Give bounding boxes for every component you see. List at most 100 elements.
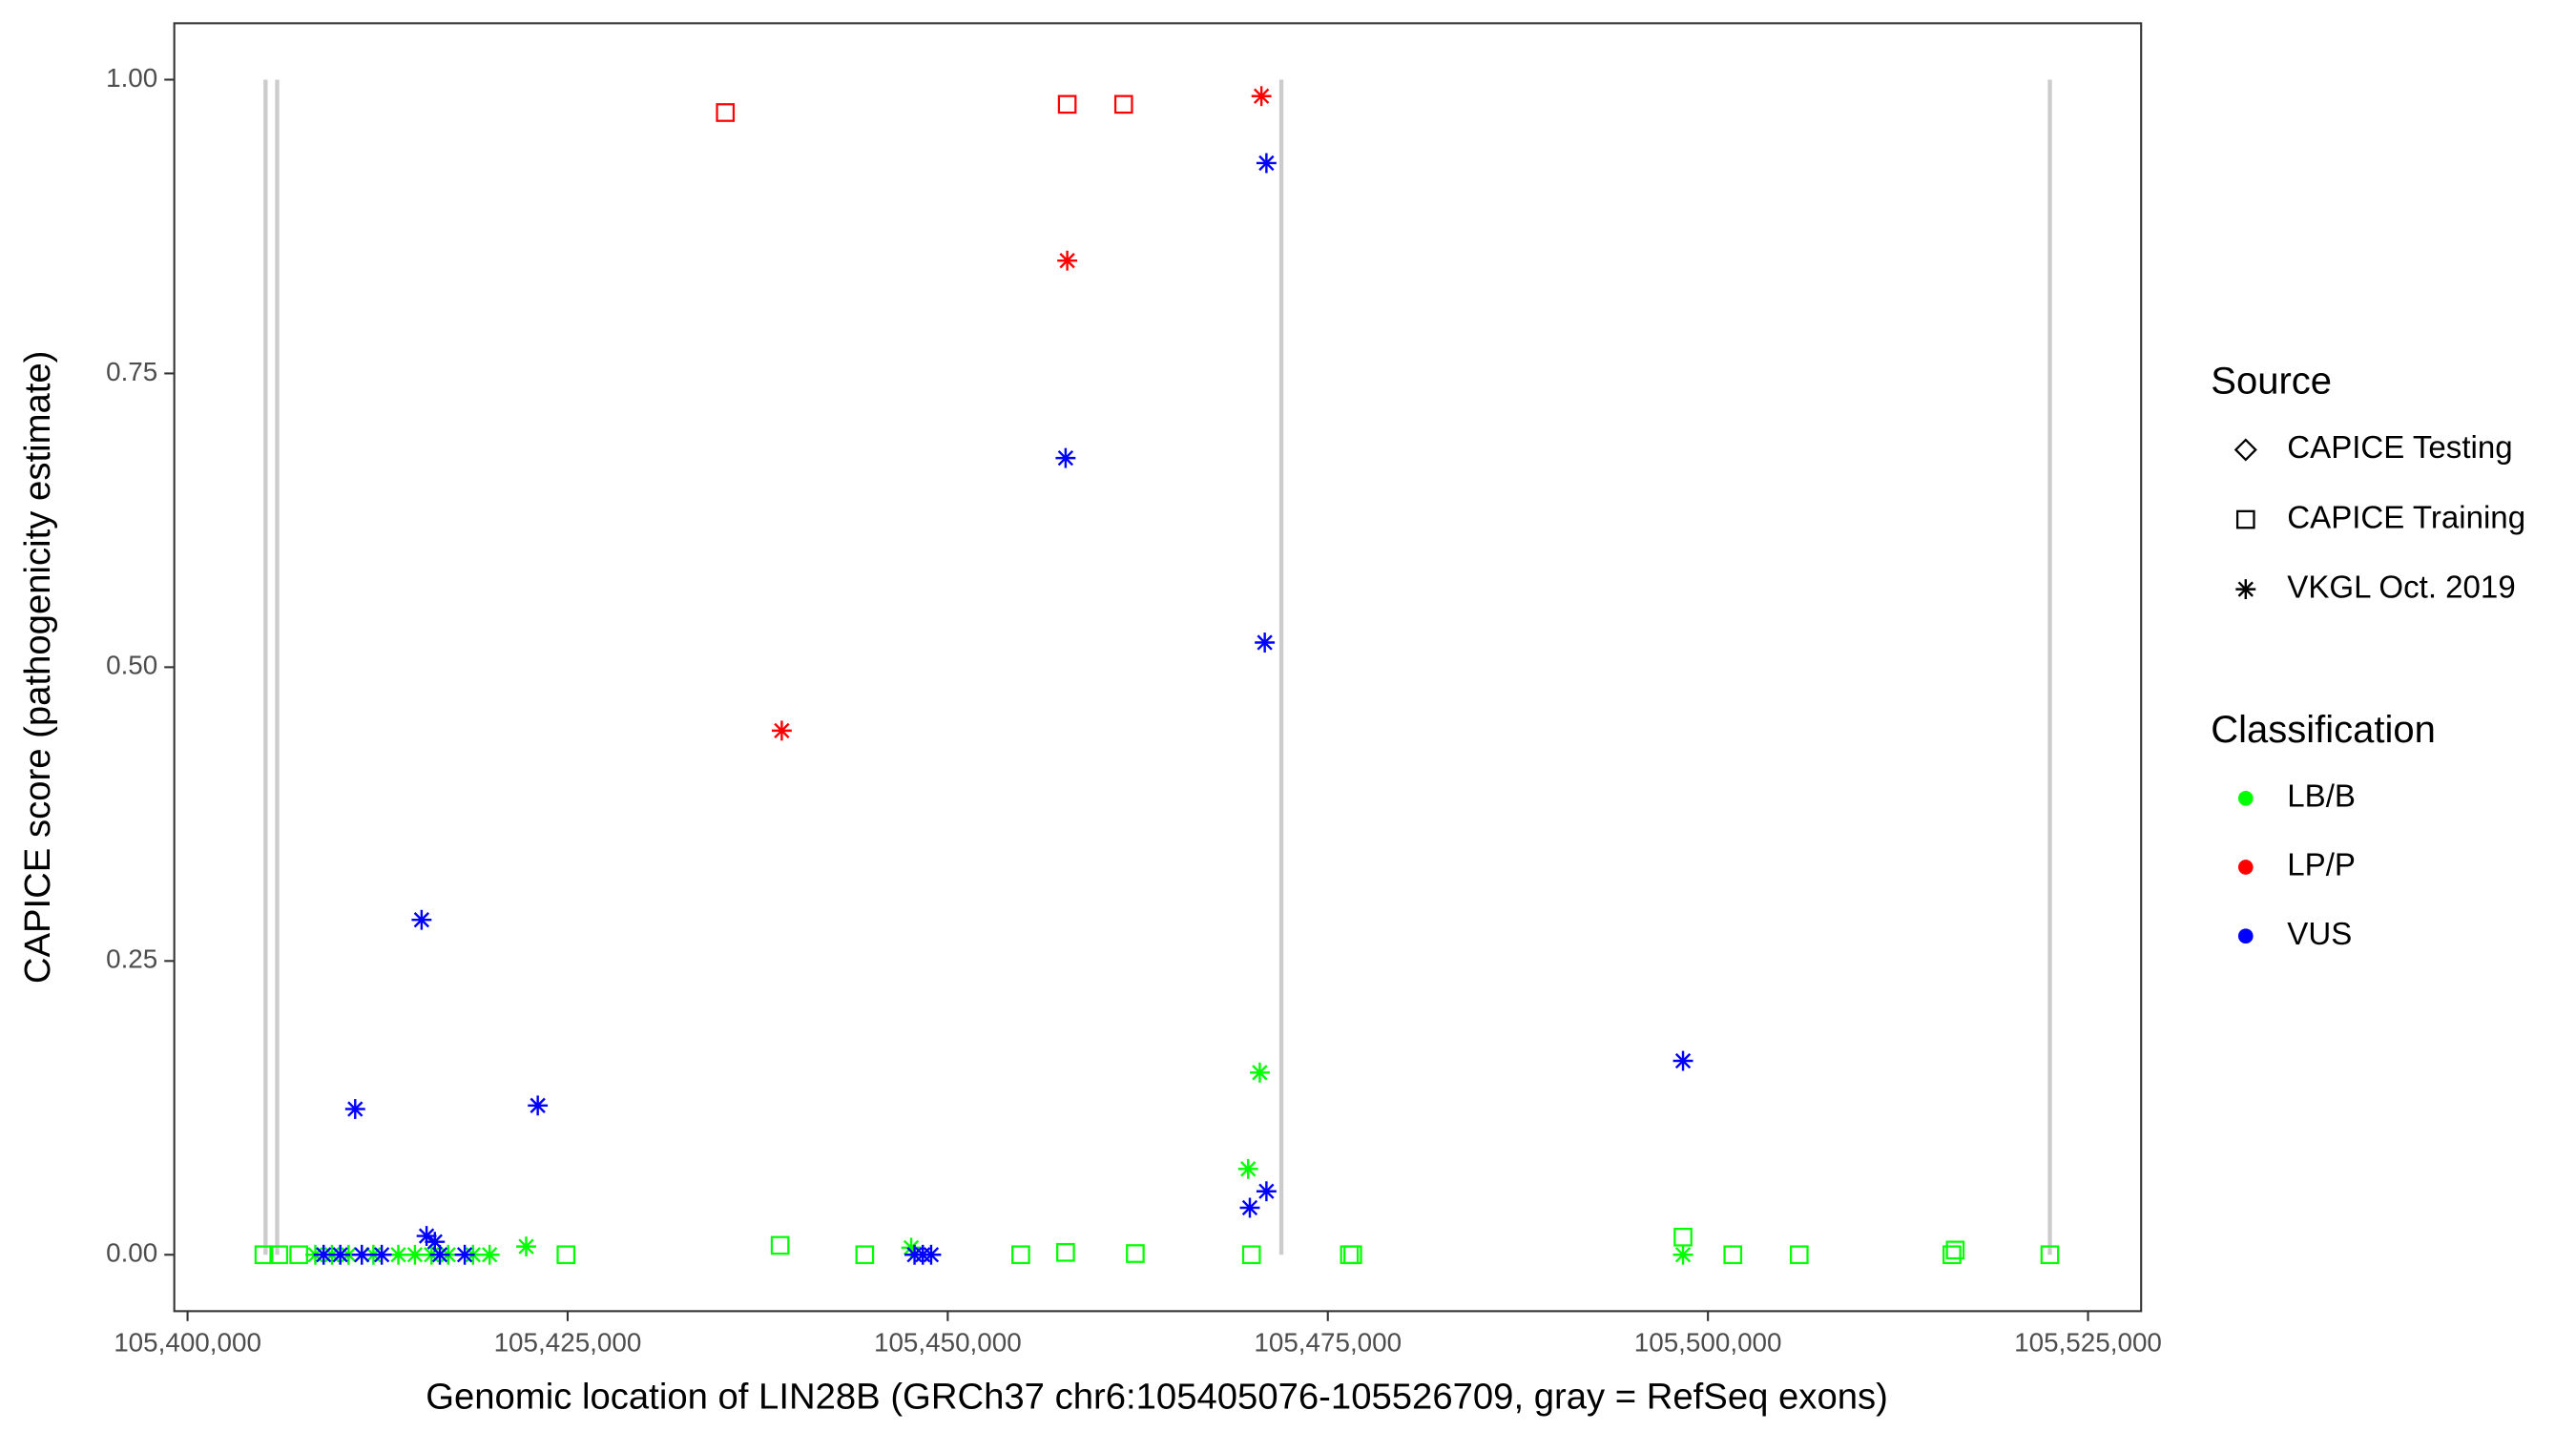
asterisk-stroke (332, 1247, 348, 1263)
point (1057, 250, 1078, 271)
point (1672, 1050, 1693, 1071)
point (1343, 1245, 1362, 1265)
asterisk-stroke (418, 1228, 435, 1244)
point (1056, 1242, 1075, 1262)
point (716, 103, 736, 122)
x-tick-label: 105,450,000 (874, 1328, 1022, 1358)
legend-entry: LB/B (2287, 779, 2356, 815)
plot-panel (173, 22, 2143, 1313)
point (528, 1095, 549, 1116)
point (1239, 1197, 1260, 1218)
point (269, 1245, 289, 1265)
x-axis-title: Genomic location of LIN28B (GRCh37 chr6:… (426, 1377, 1888, 1418)
plot-area (254, 79, 2060, 1265)
point (371, 1244, 392, 1265)
asterisk-stroke (1674, 1052, 1692, 1069)
legend-entry: CAPICE Training (2287, 500, 2525, 535)
x-tick-label: 105,475,000 (1254, 1328, 1402, 1358)
y-axis-title: CAPICE score (pathogenicity estimate) (17, 351, 58, 985)
asterisk-stroke (431, 1247, 448, 1263)
point (556, 1245, 576, 1265)
point (2040, 1245, 2060, 1265)
asterisk-stroke (1240, 1161, 1257, 1177)
legend-symbol (2237, 928, 2254, 944)
asterisk-stroke (482, 1247, 498, 1263)
point (344, 1099, 365, 1119)
point (454, 1244, 475, 1265)
asterisk-stroke (1241, 1199, 1258, 1216)
asterisk-stroke (1257, 634, 1273, 651)
asterisk-stroke (1674, 1247, 1692, 1263)
point (1942, 1245, 1962, 1265)
point (313, 1244, 334, 1265)
asterisk-stroke (1258, 155, 1275, 172)
point (254, 1245, 274, 1265)
point (921, 1244, 942, 1265)
legend-symbol (2235, 509, 2255, 529)
asterisk-stroke (354, 1247, 370, 1263)
point (1126, 1244, 1145, 1263)
point (1249, 1062, 1270, 1083)
y-tick-label: 1.00 (106, 63, 157, 93)
legend-entry: CAPICE Testing (2287, 430, 2512, 466)
x-tick-label: 105,400,000 (114, 1328, 261, 1358)
asterisk-stroke (373, 1247, 390, 1263)
point (1251, 86, 1272, 107)
asterisk-stroke (316, 1247, 332, 1263)
point (411, 909, 432, 930)
point (351, 1244, 372, 1265)
point (405, 1244, 426, 1265)
asterisk-stroke (426, 1234, 443, 1250)
y-tick-label: 0.75 (106, 357, 157, 386)
y-tick-label: 0.00 (106, 1238, 157, 1268)
point (855, 1245, 875, 1265)
asterisk-stroke (347, 1101, 364, 1117)
point (1945, 1240, 1965, 1260)
asterisk-stroke (923, 1247, 940, 1263)
x-tick-label: 105,425,000 (494, 1328, 642, 1358)
x-tick-label: 105,500,000 (1634, 1328, 1782, 1358)
asterisk-stroke (390, 1247, 406, 1263)
point (516, 1236, 536, 1257)
point (1672, 1244, 1693, 1265)
asterisk-stroke (1252, 1065, 1268, 1081)
legend-entry: VKGL Oct. 2019 (2287, 570, 2515, 605)
legend-symbol (2237, 860, 2254, 875)
legend: Source CAPICE Testing CAPICE Training VKGL … (2211, 360, 2525, 951)
legend-symbol (2235, 579, 2256, 600)
asterisk-stroke (1258, 1183, 1275, 1199)
point (1241, 1245, 1261, 1265)
asterisk-stroke (413, 912, 430, 928)
point (770, 1235, 790, 1255)
y-tick-label: 0.25 (106, 944, 157, 974)
legend-symbol (2237, 790, 2254, 806)
legend-title: Classification (2211, 709, 2436, 751)
point (330, 1244, 351, 1265)
asterisk-stroke (1253, 88, 1270, 104)
point (479, 1244, 500, 1265)
point (1256, 153, 1277, 174)
point (1255, 633, 1276, 653)
asterisk-stroke (1059, 253, 1075, 269)
point (1113, 94, 1133, 114)
asterisk-stroke (903, 1239, 920, 1256)
asterisk-stroke (530, 1097, 546, 1113)
legend-entry: LP/P (2287, 848, 2356, 883)
asterisk-stroke (406, 1247, 424, 1263)
asterisk-stroke (518, 1238, 534, 1255)
x-tick-label: 105,525,000 (2014, 1328, 2162, 1358)
point (1011, 1245, 1030, 1265)
point (771, 720, 792, 741)
legend-symbol (2233, 438, 2257, 462)
legend-entry: VUS (2287, 917, 2352, 952)
point (1055, 447, 1076, 468)
point (1723, 1245, 1743, 1265)
asterisk-stroke (774, 722, 790, 739)
asterisk-stroke (2237, 581, 2254, 597)
point (1256, 1181, 1277, 1202)
point (1237, 1158, 1258, 1179)
legend-title: Source (2211, 360, 2332, 402)
point (429, 1244, 450, 1265)
